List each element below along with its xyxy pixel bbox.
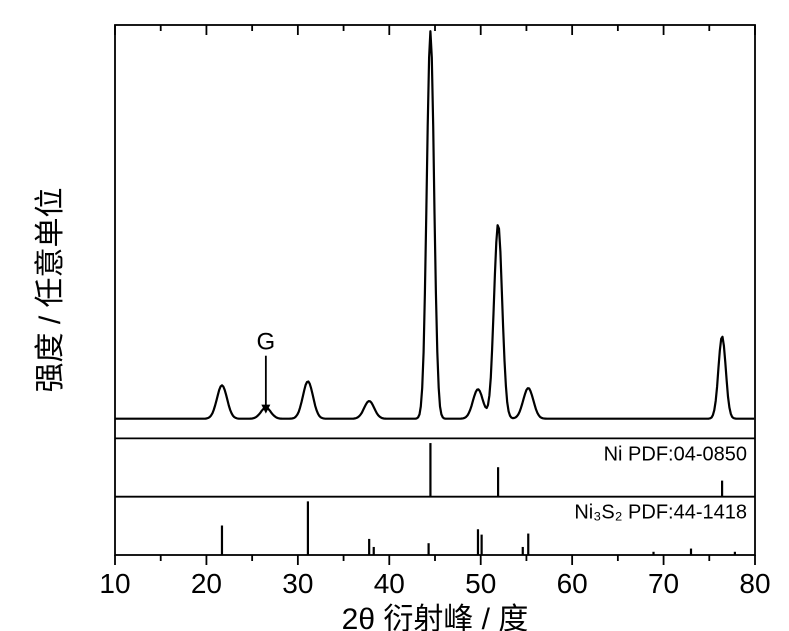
- svg-text:强度 / 任意单位: 强度 / 任意单位: [34, 187, 67, 392]
- svg-text:40: 40: [374, 568, 405, 599]
- svg-text:Ni PDF:04-0850: Ni PDF:04-0850: [604, 443, 747, 465]
- svg-text:60: 60: [557, 568, 588, 599]
- svg-text:Ni₃S₂ PDF:44-1418: Ni₃S₂ PDF:44-1418: [574, 502, 747, 524]
- chart-svg: 10 20 30 40 50 60 70 80 2θ 衍射峰 / 度 强度 / 任意单位 G Ni P…: [0, 0, 789, 631]
- svg-text:2θ 衍射峰 / 度: 2θ 衍射峰 / 度: [342, 603, 529, 631]
- svg-text:80: 80: [739, 568, 770, 599]
- svg-text:30: 30: [282, 568, 313, 599]
- svg-text:50: 50: [465, 568, 496, 599]
- svg-text:10: 10: [99, 568, 130, 599]
- svg-text:70: 70: [648, 568, 679, 599]
- svg-text:G: G: [257, 329, 276, 356]
- svg-text:20: 20: [191, 568, 222, 599]
- xrd-figure: 10 20 30 40 50 60 70 80 2θ 衍射峰 / 度 强度 / 任意单位 G Ni P…: [0, 0, 789, 631]
